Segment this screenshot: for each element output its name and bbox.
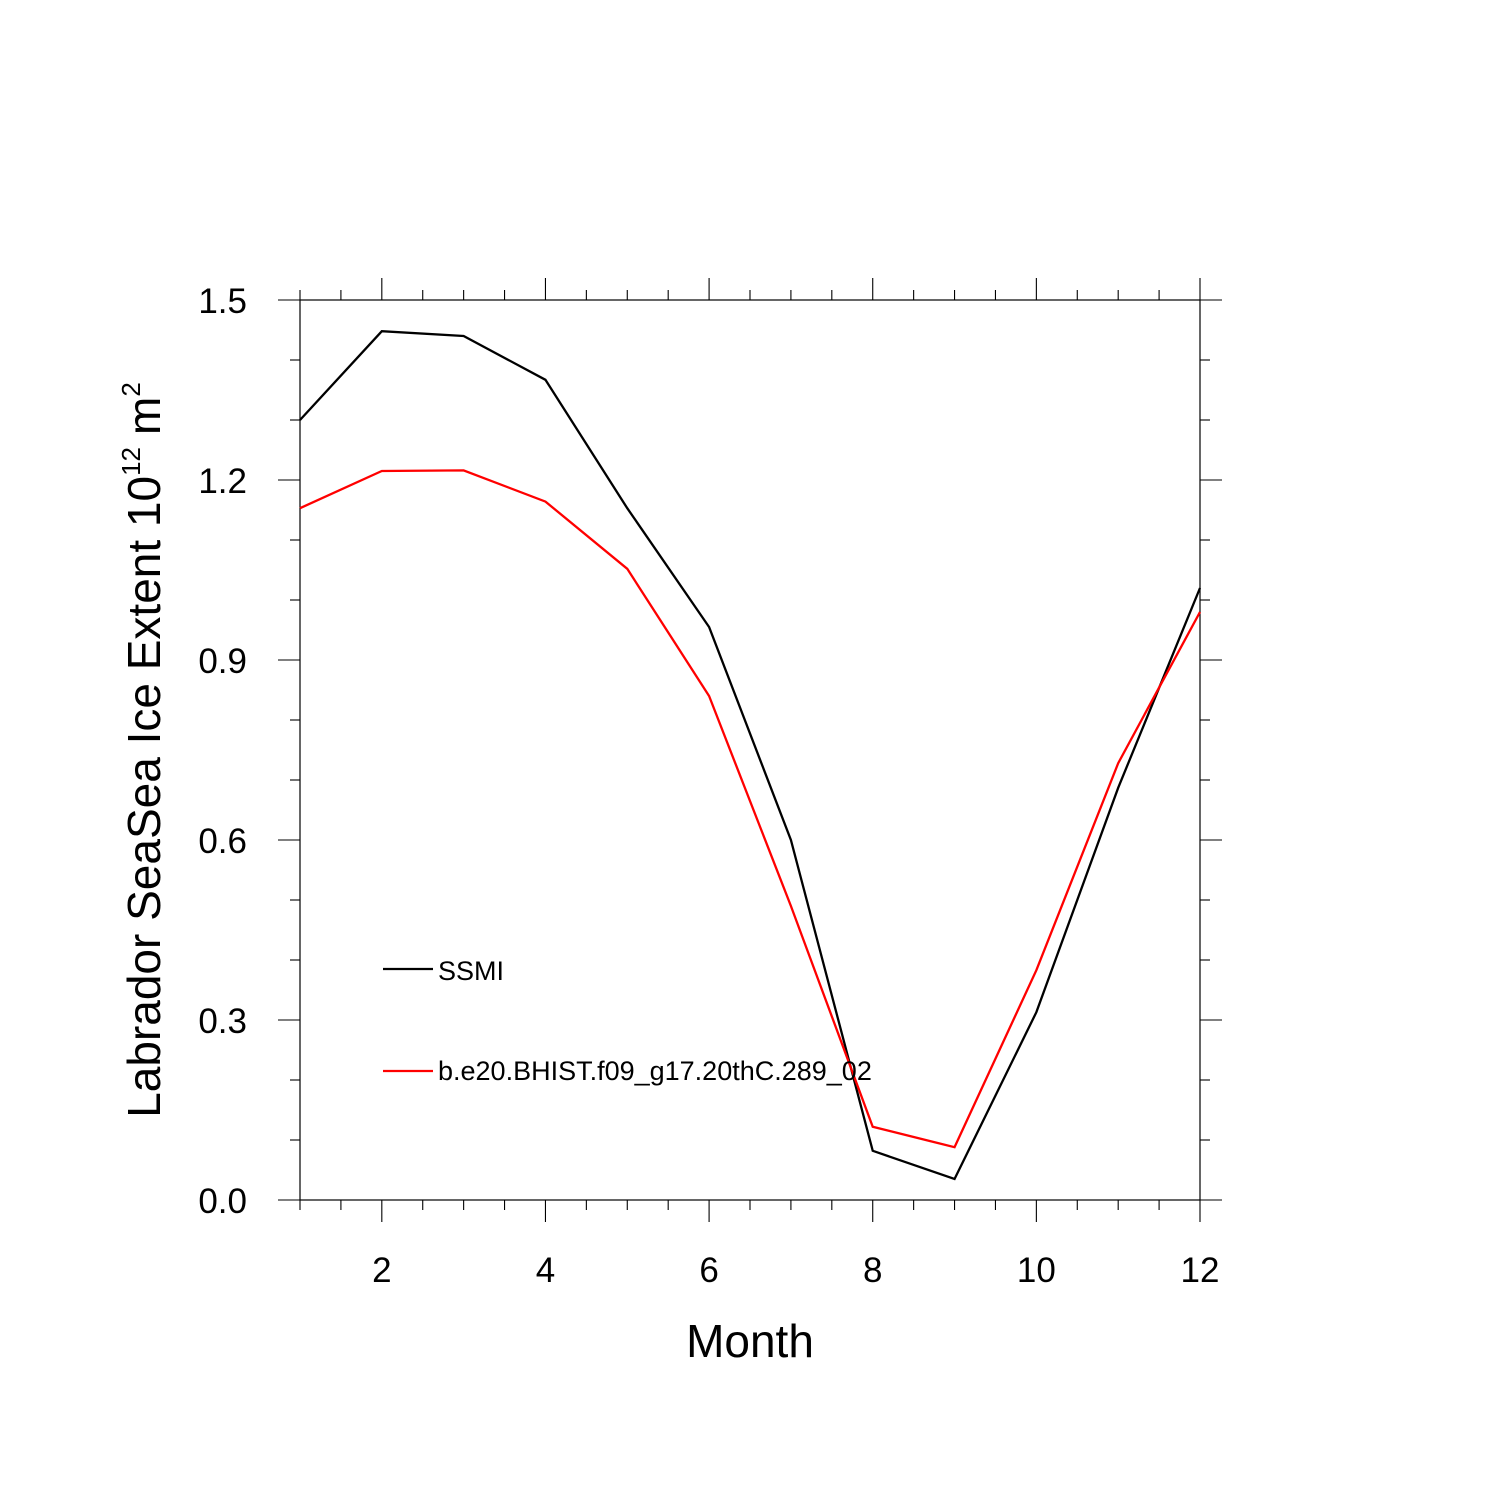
y-tick-label: 1.5 <box>198 282 247 321</box>
y-axis-title-unit: m <box>118 397 170 435</box>
legend-label-ssmi: SSMI <box>438 956 504 986</box>
y-tick-label: 0.6 <box>198 822 247 861</box>
series-line-model <box>299 469 1202 1149</box>
legend-label-model: b.e20.BHIST.f09_g17.20thC.289_02 <box>438 1056 872 1086</box>
y-axis-title: Labrador SeaSea Ice Extent 1012 m2 <box>116 382 170 1118</box>
tick-labels-layer: 2 4 6 8 10 12 0.0 0.3 0.6 0.9 1.2 1.5 <box>198 282 1219 1290</box>
x-tick-label: 4 <box>536 1251 555 1290</box>
series-layer <box>299 330 1202 1181</box>
x-axis-title: Month <box>686 1315 814 1367</box>
y-axis-title-exponent: 12 <box>116 447 146 476</box>
y-tick-label: 1.2 <box>198 462 247 501</box>
ticks-layer <box>278 278 1222 1222</box>
y-tick-label: 0.9 <box>198 642 247 681</box>
y-tick-label: 0.3 <box>198 1002 247 1041</box>
y-axis-title-main: Labrador SeaSea Ice Extent 10 <box>118 476 170 1118</box>
x-tick-label: 8 <box>863 1251 882 1290</box>
legend: SSMI b.e20.BHIST.f09_g17.20thC.289_02 <box>383 956 872 1086</box>
x-tick-label: 10 <box>1017 1251 1056 1290</box>
x-tick-label: 6 <box>699 1251 718 1290</box>
plot-frame <box>299 299 1201 1201</box>
y-axis-title-unit-exponent: 2 <box>116 382 146 396</box>
x-tick-label: 2 <box>372 1251 391 1290</box>
y-tick-label: 0.0 <box>198 1182 247 1221</box>
series-line-ssmi <box>299 330 1202 1181</box>
x-tick-label: 12 <box>1181 1251 1220 1290</box>
